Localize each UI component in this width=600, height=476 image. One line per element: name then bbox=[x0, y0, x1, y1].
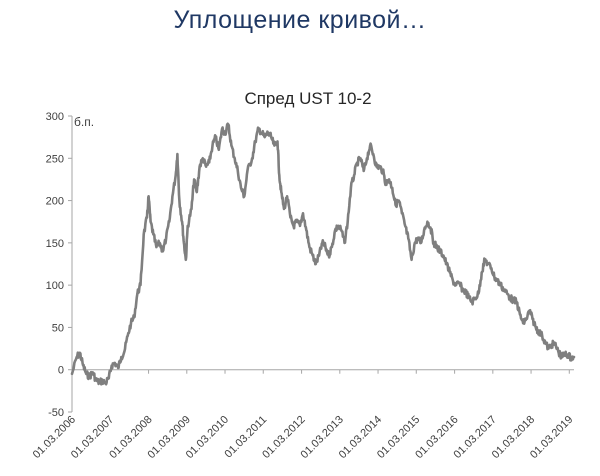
plot-area bbox=[70, 122, 576, 386]
y-tick-label: 0 bbox=[58, 365, 64, 377]
y-tick-label: 250 bbox=[46, 153, 64, 165]
y-tick-label: 200 bbox=[46, 196, 64, 208]
series-line-0 bbox=[70, 122, 576, 386]
y-unit-label: б.п. bbox=[74, 115, 94, 129]
slide-title: Уплощение кривой… bbox=[173, 6, 427, 34]
chart-title: Спред UST 10-2 bbox=[244, 89, 371, 108]
y-tick-label: 50 bbox=[52, 322, 64, 334]
y-tick-label: -50 bbox=[48, 407, 64, 419]
y-tick-label: 300 bbox=[46, 111, 64, 123]
y-tick-label: 100 bbox=[46, 280, 64, 292]
y-tick-label: 150 bbox=[46, 238, 64, 250]
axes: -5005010015020025030001.03.200601.03.200… bbox=[31, 111, 576, 461]
